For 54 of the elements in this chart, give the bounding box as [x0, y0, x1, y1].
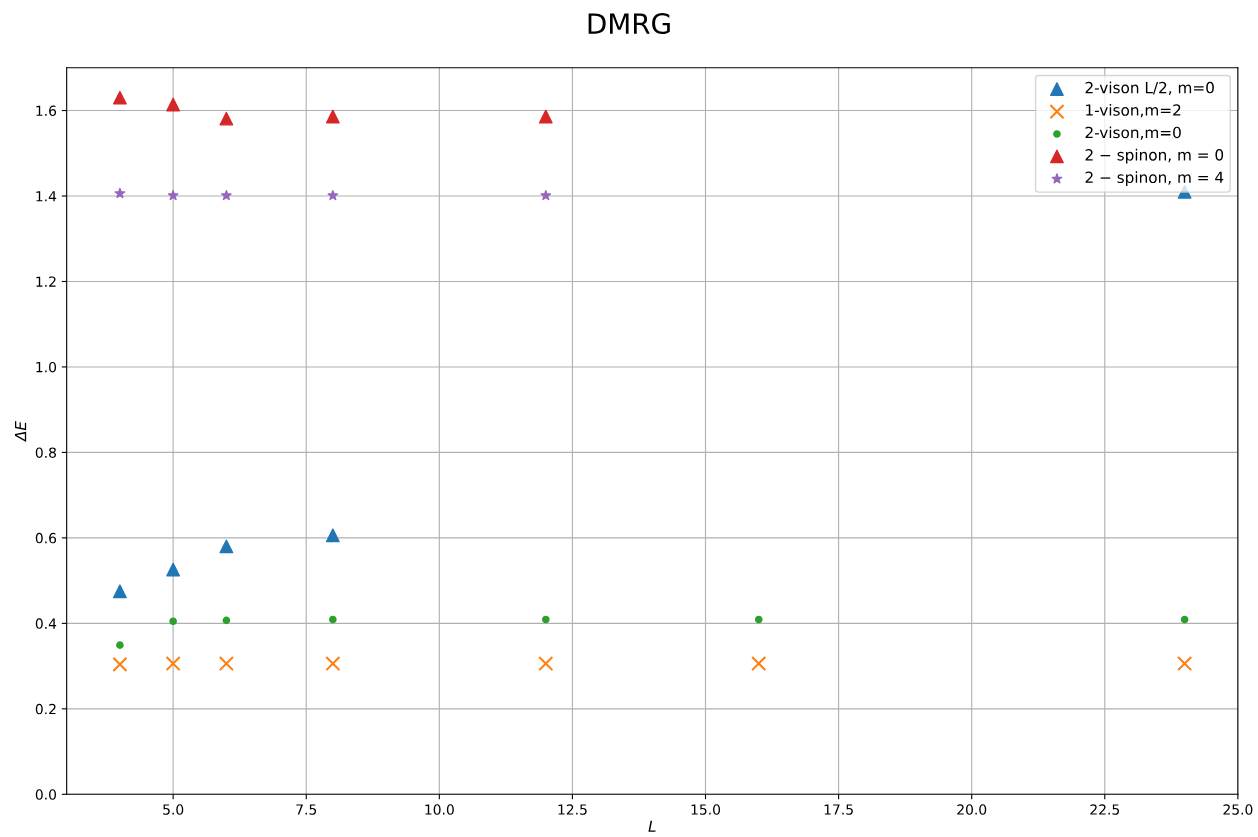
chart-title: DMRG — [588, 13, 670, 35]
point — [327, 189, 339, 201]
point — [221, 189, 232, 201]
point — [113, 90, 127, 105]
y-tick-label: 1.2 — [36, 276, 56, 287]
x-tick-label: 25.0 — [1223, 804, 1253, 815]
y-tick-label: 1.4 — [36, 191, 57, 202]
point — [169, 617, 177, 626]
point — [113, 584, 127, 599]
point — [219, 111, 234, 126]
y-tick-label: 0.0 — [35, 789, 57, 800]
y-tick-label: 1.6 — [36, 105, 57, 117]
point — [1177, 655, 1193, 672]
y-tick-label: 1.0 — [36, 361, 57, 373]
point — [329, 615, 337, 624]
point — [538, 109, 553, 124]
point — [116, 641, 124, 649]
x-tick-label: 20.0 — [957, 804, 987, 815]
legend-label: 2 − spinon, m = 0 — [1085, 148, 1224, 164]
legend-label: 1-vison,m=2 — [1086, 103, 1181, 118]
point — [751, 655, 767, 672]
y-tick-label: 0.2 — [35, 703, 56, 715]
x-tick-label: 17.5 — [824, 804, 853, 815]
point — [165, 655, 181, 672]
point — [222, 616, 231, 625]
legend-label: 2-vison,m=0 — [1085, 126, 1181, 140]
x-tick-label: 10.0 — [425, 804, 454, 815]
point — [754, 615, 763, 624]
y-tick-label: 0.4 — [35, 618, 57, 629]
x-tick-label: 22.5 — [1090, 804, 1120, 815]
point — [167, 189, 179, 201]
point — [112, 656, 128, 673]
point — [540, 189, 552, 201]
legend-label: 2-vison L/2, m=0 — [1085, 81, 1214, 95]
point — [166, 97, 181, 112]
point — [114, 187, 126, 199]
point — [325, 528, 340, 543]
y-tick-label: 0.6 — [35, 532, 57, 544]
x-axis-title: L — [648, 820, 656, 832]
point — [325, 655, 341, 672]
point — [219, 539, 234, 554]
y-tick-label: 0.8 — [35, 447, 56, 458]
x-tick-label: 5.0 — [163, 804, 184, 815]
point — [541, 615, 550, 624]
point — [325, 109, 340, 124]
point — [1180, 615, 1189, 624]
x-tick-label: 15.0 — [691, 804, 721, 815]
point — [218, 655, 235, 672]
point — [166, 562, 181, 577]
y-axis-title: ΔE — [14, 421, 27, 443]
x-tick-label: 7.5 — [296, 804, 317, 815]
point — [538, 655, 554, 672]
x-tick-label: 12.5 — [558, 804, 587, 815]
legend-label: 2 − spinon, m = 4 — [1085, 171, 1224, 187]
